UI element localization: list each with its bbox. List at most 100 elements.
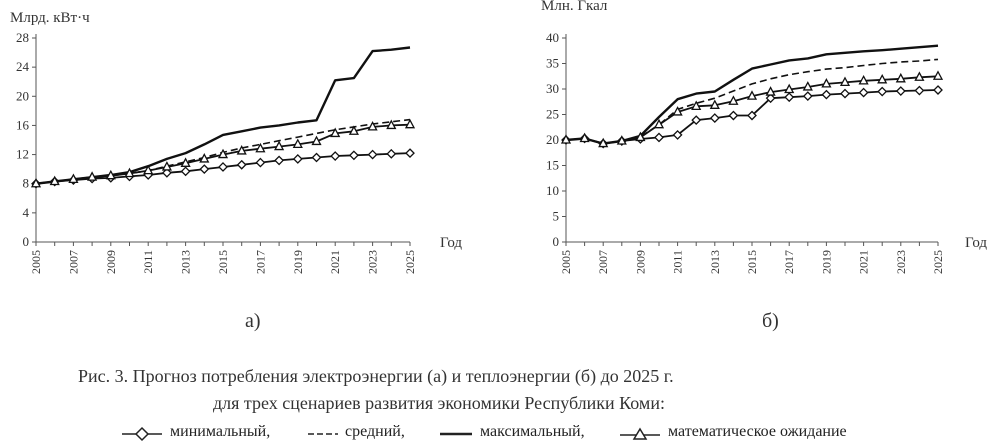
legend-avg-icon [308,433,338,435]
chart1-series-exp-point [367,121,378,131]
chart1-x-tick-label: 2015 [216,250,230,274]
chart2-series-min-point [840,88,850,99]
chart1-y-axis-label: Млрд. кВт·ч [10,10,90,26]
legend-min-label: минимальный, [170,423,271,440]
chart2-series-min-point [654,132,664,143]
chart2-y-tick-label: 25 [546,107,559,122]
chart1-x-tick-label: 2021 [328,250,342,274]
chart2-series-exp-point [709,99,720,109]
chart1-series-min-point [292,154,303,164]
chart1-series-exp-point [348,125,359,135]
chart1-y-tick-label: 28 [16,30,29,45]
chart1-series-exp-point [68,173,79,183]
chart1-x-tick-label: 2011 [141,250,155,274]
chart1-series-min-point [367,149,378,160]
chart2-series-exp-point [914,71,925,81]
chart1-y-tick-label: 0 [23,234,30,249]
chart1-x-tick-label: 2025 [403,250,417,274]
chart2-x-tick-label: 2015 [745,250,759,274]
chart1-series-exp-point [292,138,303,149]
chart2-series-exp-line [565,75,939,145]
chart2-series-exp-point [877,73,888,84]
chart1-series-min-point [255,157,266,168]
chart2-series-exp-point [579,132,590,143]
chart2-series-min-point [672,129,683,140]
chart1-series-exp-point [143,164,154,175]
legend-min-icon [122,426,162,442]
chart2-y-tick-label: 35 [546,56,559,71]
chart1-series-exp-point [105,169,116,180]
chart2-series-exp-point [821,78,832,88]
chart1-x-tick-label: 2005 [29,250,43,274]
chart2-x-axis-label: Год [965,235,987,251]
chart1-series-exp-point [386,119,397,130]
chart1-series-exp-point [217,148,229,159]
chart1-series-exp-point [199,153,210,163]
chart1-series-exp-point [161,161,172,171]
chart2-series-min-point [914,85,925,96]
chart1-x-tick-label: 2009 [104,250,118,274]
chart1-series-min-point [236,159,247,170]
chart1-series-exp-point [311,135,322,146]
chart2-series-exp-point [839,76,851,87]
chart1-series-min-point [218,162,228,172]
chart1-x-tick-label: 2023 [366,250,380,274]
chart1-series-exp-point [124,167,135,178]
chart2-series-exp-point [672,106,683,116]
chart1-series-min-point [348,150,359,161]
chart2-x-tick-label: 2025 [931,250,945,274]
chart2-series-exp-point [784,83,795,94]
chart2-series-min-point [765,93,776,104]
chart2-x-tick-label: 2013 [708,250,722,274]
chart2-series-exp-point [635,131,646,142]
legend-avg-label: средний, [345,423,405,440]
chart2-series-exp-point [895,72,906,83]
chart1-x-tick-label: 2019 [291,250,305,274]
chart1-series-min-point [199,164,210,175]
chart2-series-exp-point [560,134,572,144]
chart1-panel-label: а) [245,310,261,332]
chart2-x-tick-label: 2007 [596,250,610,274]
chart2-y-tick-label: 40 [546,30,559,45]
chart1-series-exp-point [255,142,266,153]
chart2-series-exp-point [598,137,609,148]
chart2-series-exp-point [616,135,627,145]
chart2-x-tick-label: 2005 [559,250,573,274]
chart2-series-min-point [747,110,757,121]
chart2-series-min-point [877,86,888,97]
chart2-series-exp-point [932,70,944,80]
chart1-y-tick-label: 4 [23,205,30,220]
chart1-series-exp-point [87,171,98,181]
chart1-series-min-point [386,148,397,159]
chart1-series-exp-point [404,118,416,129]
chart1-series-min-point [161,167,172,178]
chart2-y-tick-label: 20 [546,132,559,147]
chart2-series-exp-point [858,74,869,85]
chart2-series-min-point [821,89,832,100]
chart1-series-min-point [180,166,191,177]
legend-exp-icon [620,427,660,440]
chart2-series-exp-point [691,100,702,110]
chart2-x-tick-label: 2023 [894,250,908,274]
chart2-series-min-point [709,113,720,123]
chart2-y-tick-label: 15 [546,158,559,173]
chart1-series-min-point [311,152,322,163]
chart2-y-axis-label: Млн. Гкал [541,0,608,14]
chart2-y-tick-label: 10 [546,183,559,198]
chart2-x-tick-label: 2011 [671,250,685,274]
chart2-series-exp-point [653,118,665,129]
chart2-x-tick-label: 2009 [633,250,647,274]
chart1-y-tick-label: 24 [16,59,30,74]
chart2-y-tick-label: 0 [553,234,560,249]
chart2-series-min-point [784,92,795,103]
chart1-series-exp-point [274,140,285,151]
chart1-y-tick-label: 12 [16,147,29,162]
chart2-panel-label: б) [762,310,779,332]
chart1-y-tick-label: 20 [16,88,29,103]
chart1-series-exp-point [180,157,191,167]
chart2-series-exp-point [746,90,758,100]
chart1-x-tick-label: 2017 [253,250,267,274]
chart1-series-exp-point [330,127,341,138]
chart1-x-tick-label: 2013 [179,250,193,274]
